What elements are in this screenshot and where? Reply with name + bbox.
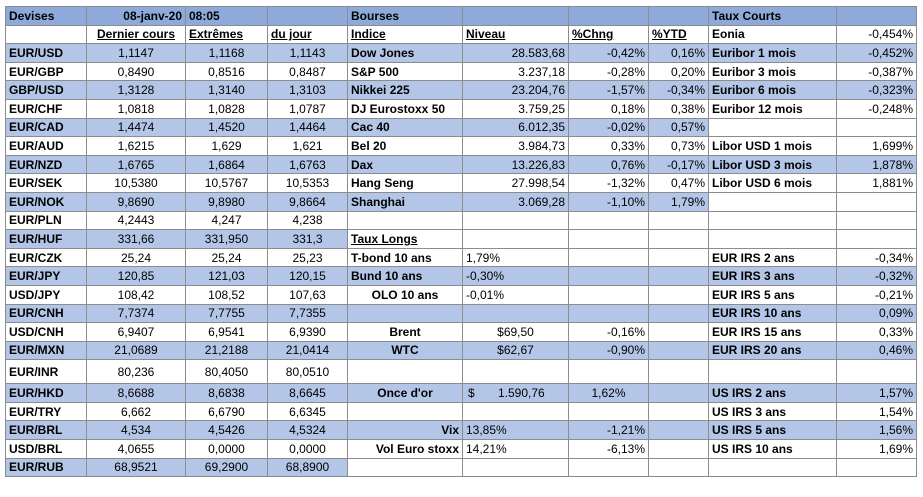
eonia-label: Eonia bbox=[708, 24, 837, 45]
taux-longs-title: Taux Longs bbox=[347, 229, 463, 249]
table-row: EUR/CAD 1,4474 1,4520 1,4464 Cac 40 6.01… bbox=[5, 117, 917, 138]
table-row: EUR/CHF 1,0818 1,0828 1,0787 DJ Eurostox… bbox=[5, 98, 917, 119]
title-row: Devises 08-janv-20 08:05 Bourses Taux Co… bbox=[5, 6, 917, 26]
taux-courts-title: Taux Courts bbox=[708, 6, 837, 26]
table-row: EUR/MXN 21,0689 21,2188 21,0414 WTC $62,… bbox=[5, 340, 917, 361]
time-label: 08:05 bbox=[185, 6, 268, 26]
table-row: EUR/AUD 1,6215 1,629 1,621 Bel 20 3.984,… bbox=[5, 136, 917, 156]
table-row: EUR/PLN 4,2443 4,247 4,238 bbox=[5, 210, 917, 231]
col-chng: %Chng bbox=[568, 24, 649, 45]
table-row: EUR/HKD 8,6688 8,6838 8,6645 Once d'or $… bbox=[5, 383, 917, 403]
col-niveau: Niveau bbox=[462, 24, 569, 45]
table-row: EUR/SEK 10,5380 10,5767 10,5353 Hang Sen… bbox=[5, 173, 917, 193]
table-row: EUR/TRY 6,662 6,6790 6,6345 US IRS 3 ans… bbox=[5, 401, 917, 422]
fx-pair: EUR/USD bbox=[5, 43, 87, 63]
table-row: USD/BRL 4,0655 0,0000 0,0000 Vol Euro st… bbox=[5, 439, 917, 459]
col-indice: Indice bbox=[347, 24, 463, 45]
table-row: EUR/CZK 25,24 25,24 25,23 T-bond 10 ans … bbox=[5, 247, 917, 268]
table-row: GBP/USD 1,3128 1,3140 1,3103 Nikkei 225 … bbox=[5, 80, 917, 100]
col-extremes: Extrêmes bbox=[185, 24, 268, 45]
table-row: EUR/INR 80,236 80,4050 80,0510 bbox=[5, 359, 917, 385]
table-row: EUR/CNH 7,7374 7,7755 7,7355 EUR IRS 10 … bbox=[5, 303, 917, 324]
gold-value: 1.590,76 bbox=[498, 386, 545, 401]
date-label: 08-janv-20 bbox=[86, 6, 186, 26]
eonia-value: -0,454% bbox=[836, 24, 917, 45]
table-row: EUR/JPY 120,85 121,03 120,15 Bund 10 ans… bbox=[5, 266, 917, 286]
table-row: EUR/RUB 68,9521 69,2900 68,8900 bbox=[5, 457, 917, 478]
column-header-row: Dernier cours Extrêmes du jour Indice Ni… bbox=[5, 24, 917, 45]
table-row: EUR/NOK 9,8690 9,8980 9,8664 Shanghai 3.… bbox=[5, 191, 917, 212]
table-row: EUR/HUF 331,66 331,950 331,3 Taux Longs bbox=[5, 229, 917, 249]
table-row: USD/CNH 6,9407 6,9541 6,9390 Brent $69,5… bbox=[5, 322, 917, 342]
table-row: EUR/BRL 4,534 4,5426 4,5324 Vix 13,85% -… bbox=[5, 420, 917, 441]
col-du-jour: du jour bbox=[267, 24, 348, 45]
bourses-title: Bourses bbox=[347, 6, 463, 26]
devises-title: Devises bbox=[5, 6, 87, 26]
col-ytd: %YTD bbox=[648, 24, 709, 45]
gold-currency: $ bbox=[468, 386, 475, 401]
col-dernier: Dernier cours bbox=[86, 24, 186, 45]
market-table: Devises 08-janv-20 08:05 Bourses Taux Co… bbox=[5, 6, 917, 478]
table-row: EUR/NZD 1,6765 1,6864 1,6763 Dax 13.226,… bbox=[5, 154, 917, 175]
table-row: USD/JPY 108,42 108,52 107,63 OLO 10 ans … bbox=[5, 284, 917, 305]
table-row: EUR/USD 1,1147 1,1168 1,1143 Dow Jones 2… bbox=[5, 43, 917, 63]
table-row: EUR/GBP 0,8490 0,8516 0,8487 S&P 500 3.2… bbox=[5, 61, 917, 82]
